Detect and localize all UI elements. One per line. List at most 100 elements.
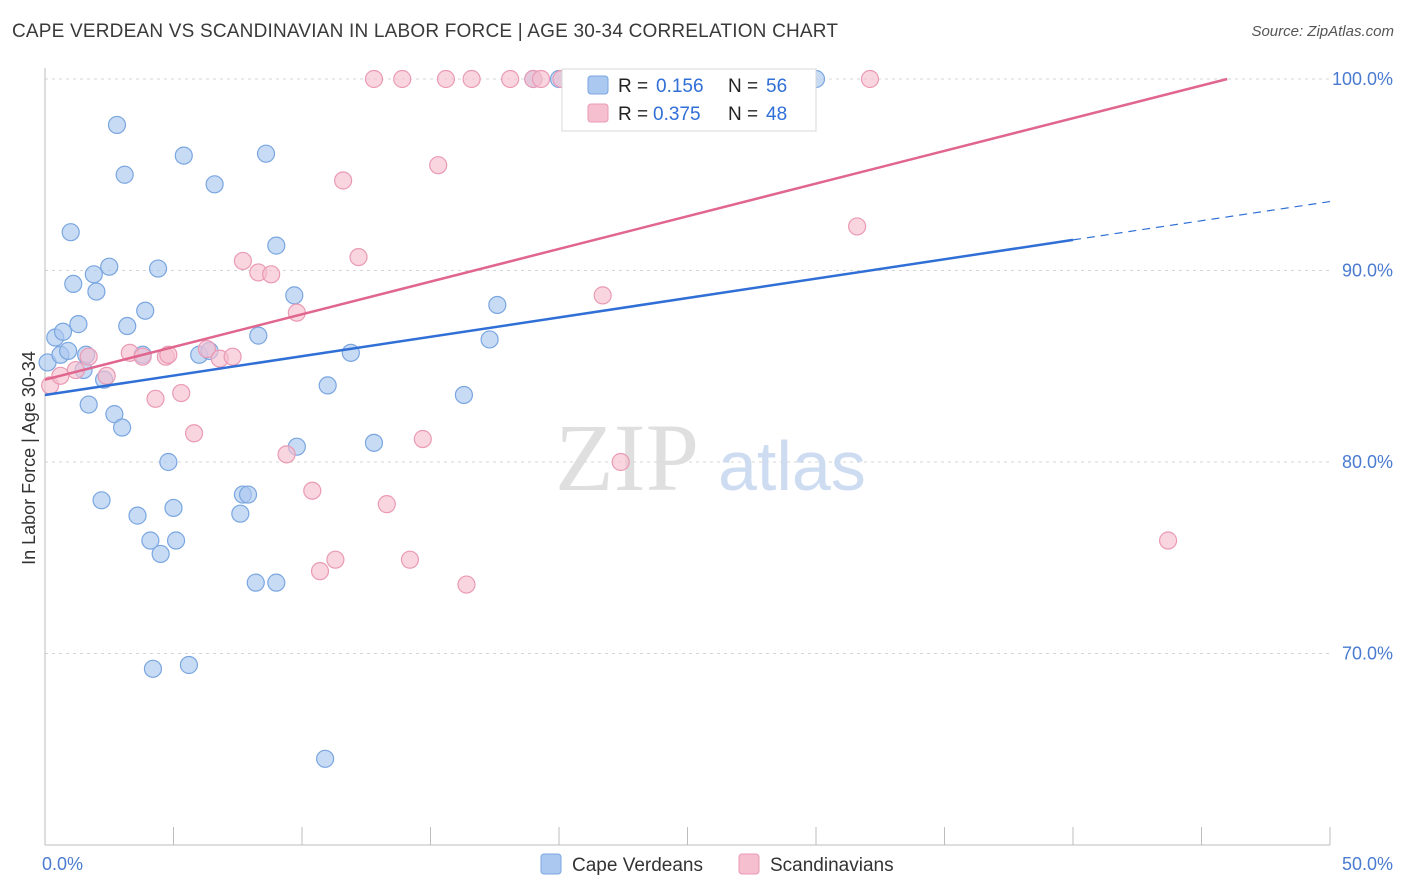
cape-verdean-point-35 bbox=[205, 175, 224, 194]
scandinavian-point-4 bbox=[97, 366, 116, 385]
scandinavian-point-33 bbox=[501, 69, 520, 89]
y-tick-label-1: 90.0% bbox=[1342, 261, 1393, 281]
scandinavian-point-31 bbox=[457, 575, 476, 594]
cape-verdean-point-31 bbox=[174, 146, 193, 165]
scandinavian-point-22 bbox=[334, 171, 353, 190]
cape-verdean-point-10 bbox=[79, 395, 98, 414]
bottom-legend-swatch-scandinavians[interactable] bbox=[738, 853, 760, 875]
scandinavian-point-19 bbox=[303, 481, 322, 500]
cape-verdean-point-19 bbox=[115, 165, 134, 184]
cape-verdean-point-15 bbox=[100, 257, 119, 276]
stats-legend: R = 0.156 N = 56 R = 0.375 N = 48 bbox=[561, 68, 817, 132]
cape-verdean-point-5 bbox=[61, 223, 80, 242]
cape-verdean-point-46 bbox=[316, 749, 335, 768]
bottom-legend-label-cape-verdeans[interactable]: Cape Verdeans bbox=[572, 855, 703, 876]
series-scandinavians-points bbox=[41, 69, 1178, 594]
chart-title: CAPE VERDEAN VS SCANDINAVIAN IN LABOR FO… bbox=[12, 21, 839, 42]
cape-verdean-point-51 bbox=[480, 330, 499, 349]
cape-verdean-point-36 bbox=[231, 504, 250, 523]
cape-verdean-point-6 bbox=[64, 274, 83, 294]
bottom-legend-label-scandinavians[interactable]: Scandinavians bbox=[770, 855, 894, 876]
x-tick-label-max: 50.0% bbox=[1342, 854, 1393, 874]
scandinavian-point-7 bbox=[146, 389, 165, 408]
cape-verdean-point-39 bbox=[246, 573, 265, 592]
scandinavian-point-25 bbox=[377, 495, 396, 514]
cape-verdean-point-12 bbox=[87, 282, 106, 301]
cape-verdean-point-20 bbox=[118, 316, 137, 336]
scandinavian-point-21 bbox=[326, 550, 345, 569]
legend-r-value-1: 0.156 bbox=[656, 76, 704, 97]
legend-r-value-2: 0.375 bbox=[653, 104, 701, 125]
cape-verdean-point-26 bbox=[148, 259, 168, 278]
scandinavian-point-3 bbox=[79, 347, 98, 366]
cape-verdean-point-29 bbox=[164, 498, 183, 518]
scandinavian-trend-line bbox=[44, 77, 1228, 381]
scandinavian-point-16 bbox=[262, 265, 281, 284]
scandinavian-point-38 bbox=[593, 286, 612, 305]
legend-n-value-1: 56 bbox=[766, 76, 787, 97]
legend-n-label-1: N = bbox=[728, 76, 758, 97]
series-cape-verdeans-points bbox=[38, 69, 826, 768]
scandinavian-point-46 bbox=[1158, 531, 1178, 550]
cape-verdean-point-52 bbox=[488, 295, 507, 315]
scandinavian-point-23 bbox=[349, 247, 368, 267]
scandinavian-point-32 bbox=[462, 69, 481, 89]
series-legend: Cape Verdeans Scandinavians bbox=[540, 853, 894, 876]
cape-verdean-trend-line bbox=[44, 238, 1074, 397]
cape-verdean-trend-extension bbox=[1072, 200, 1331, 241]
cape-verdean-point-11 bbox=[84, 265, 103, 284]
legend-r-label-2: R = bbox=[618, 104, 648, 125]
legend-n-label-2: N = bbox=[728, 104, 758, 125]
cape-verdean-point-38 bbox=[238, 485, 258, 504]
cape-verdean-point-47 bbox=[318, 376, 337, 395]
cape-verdean-point-3 bbox=[53, 322, 73, 341]
cape-verdean-point-25 bbox=[143, 659, 163, 678]
scandinavian-point-17 bbox=[277, 445, 296, 464]
scandinavian-point-26 bbox=[393, 69, 412, 89]
cape-verdean-point-23 bbox=[136, 301, 155, 320]
y-tick-labels: 100.0% 90.0% 80.0% 70.0% bbox=[1332, 69, 1393, 664]
scandinavian-point-10 bbox=[184, 424, 204, 443]
scandinavian-point-18 bbox=[287, 303, 306, 322]
scandinavian-point-35 bbox=[531, 69, 551, 89]
scandinavian-point-14 bbox=[233, 251, 252, 271]
legend-swatch-scandinavians bbox=[587, 103, 609, 123]
scandinavian-point-27 bbox=[400, 550, 420, 569]
cape-verdean-point-43 bbox=[267, 236, 286, 255]
scandinavian-point-13 bbox=[223, 347, 242, 366]
cape-verdean-point-45 bbox=[285, 286, 304, 305]
cape-verdean-point-4 bbox=[59, 341, 78, 361]
scandinavian-point-11 bbox=[197, 339, 217, 359]
cape-verdean-point-7 bbox=[69, 315, 88, 334]
watermark: ZIP atlas bbox=[555, 404, 866, 511]
bottom-legend-swatch-cape-verdeans[interactable] bbox=[540, 853, 562, 875]
scandinavian-point-24 bbox=[364, 69, 384, 89]
cape-verdean-point-21 bbox=[128, 506, 147, 525]
cape-verdean-point-32 bbox=[179, 655, 199, 675]
x-tick-label-min: 0.0% bbox=[42, 854, 83, 874]
y-axis-label: In Labor Force | Age 30-34 bbox=[19, 351, 39, 565]
cape-verdean-point-40 bbox=[249, 326, 268, 345]
cape-verdean-point-24 bbox=[141, 531, 160, 550]
cape-verdean-point-17 bbox=[107, 115, 127, 135]
source-label: Source: ZipAtlas.com bbox=[1251, 23, 1394, 40]
cape-verdean-point-41 bbox=[256, 144, 276, 163]
trend-lines bbox=[44, 77, 1331, 397]
scandinavian-point-45 bbox=[860, 69, 880, 89]
scandinavian-point-39 bbox=[611, 452, 630, 472]
scandinavian-point-28 bbox=[413, 429, 432, 449]
scandinavian-point-29 bbox=[429, 156, 448, 175]
cape-verdean-point-28 bbox=[159, 452, 178, 472]
scandinavian-point-9 bbox=[172, 383, 191, 403]
cape-verdean-point-16 bbox=[105, 405, 124, 424]
scandinavian-point-30 bbox=[436, 69, 456, 89]
cape-verdean-point-42 bbox=[267, 573, 286, 592]
cape-verdean-point-49 bbox=[364, 433, 384, 452]
watermark-atlas: atlas bbox=[718, 427, 866, 505]
scandinavian-point-20 bbox=[310, 562, 330, 581]
cape-verdean-point-13 bbox=[92, 491, 111, 510]
y-tick-label-3: 70.0% bbox=[1342, 644, 1393, 664]
cape-verdean-point-30 bbox=[166, 531, 186, 550]
y-tick-label-0: 100.0% bbox=[1332, 69, 1393, 89]
